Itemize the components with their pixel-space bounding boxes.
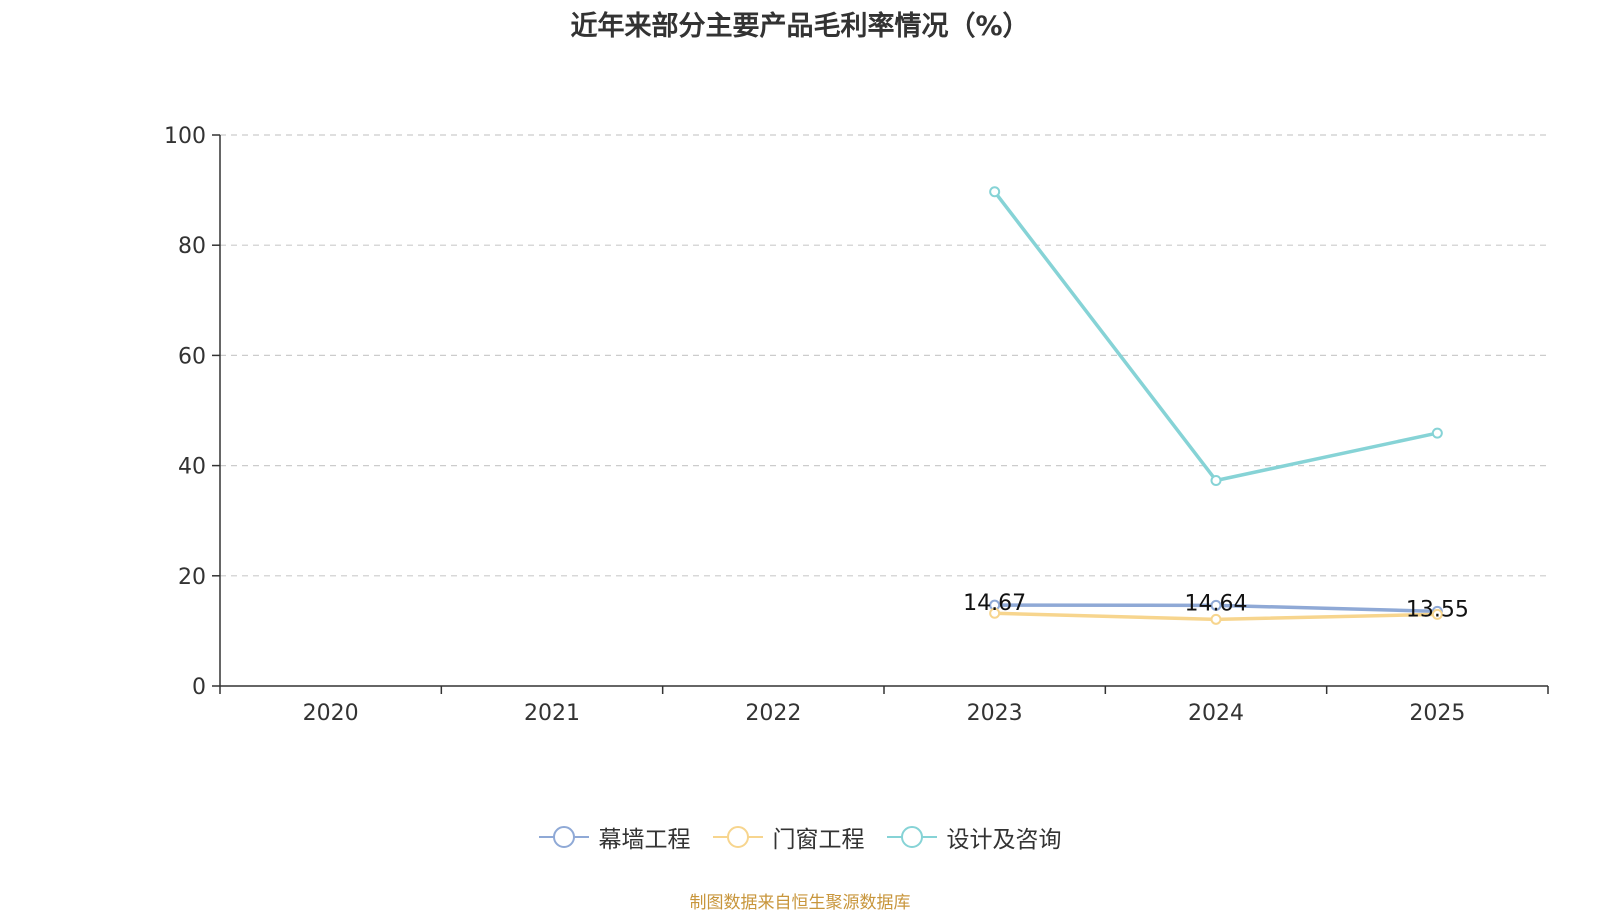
- data-label: 13.55: [1406, 597, 1469, 622]
- y-tick-label: 100: [164, 124, 206, 149]
- legend-doors-windows-marker-icon: [712, 826, 763, 848]
- legend-item-doors-windows[interactable]: 门窗工程: [712, 820, 865, 854]
- data-label: 14.67: [963, 591, 1026, 616]
- data-point: [1210, 613, 1222, 625]
- x-tick-label: 2023: [967, 701, 1023, 726]
- data-point: [1210, 599, 1222, 611]
- data-point: [1431, 427, 1443, 439]
- x-tick-label: 2025: [1409, 701, 1465, 726]
- y-tick-label: 40: [178, 455, 206, 480]
- series-line-2: [993, 190, 1438, 483]
- legend-label: 设计及咨询: [946, 827, 1062, 853]
- y-tick-label: 20: [178, 565, 206, 590]
- y-tick-label: 60: [178, 344, 206, 369]
- y-tick-label: 80: [178, 234, 206, 259]
- data-point: [989, 607, 1001, 619]
- x-tick-label: 2020: [303, 701, 359, 726]
- x-tick-label: 2022: [745, 701, 801, 726]
- chart-title: 近年来部分主要产品毛利率情况（%）: [570, 11, 1030, 42]
- legend-item-curtain-wall[interactable]: 幕墙工程: [538, 820, 691, 854]
- y-tick-label: 0: [192, 675, 206, 700]
- data-point: [1431, 608, 1443, 620]
- data-label: 14.64: [1185, 591, 1248, 616]
- data-point: [1210, 474, 1222, 486]
- legend-design-consulting-marker-icon: [886, 826, 937, 848]
- x-tick-label: 2024: [1188, 701, 1244, 726]
- legend-curtain-wall-marker-icon: [538, 826, 589, 848]
- legend-label: 门窗工程: [772, 827, 865, 853]
- x-tick-label: 2021: [524, 701, 580, 726]
- legend-label: 幕墙工程: [598, 827, 691, 853]
- data-source-note: 制图数据来自恒生聚源数据库: [689, 893, 911, 913]
- data-point: [989, 186, 1001, 198]
- legend-item-design-consulting[interactable]: 设计及咨询: [886, 820, 1062, 854]
- legend: 幕墙工程 门窗工程 设计及咨询: [0, 820, 1600, 854]
